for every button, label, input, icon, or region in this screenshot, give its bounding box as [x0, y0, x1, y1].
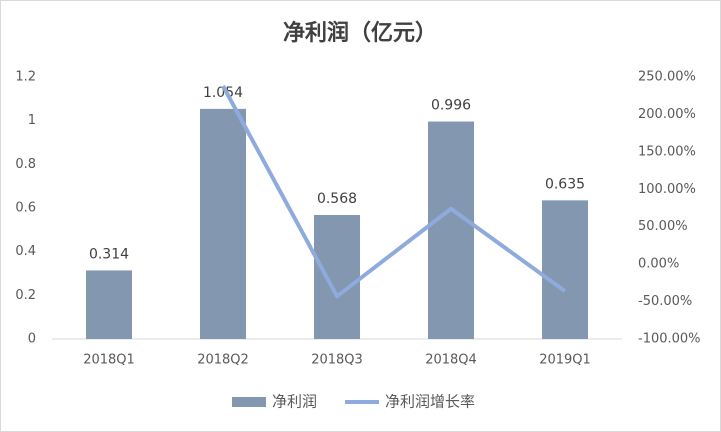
- x-tick-label: 2018Q2: [197, 353, 249, 368]
- y2-tick-label: 0.00%: [638, 257, 679, 272]
- y2-tick-label: -100.00%: [638, 332, 701, 347]
- value-label: 0.635: [545, 176, 585, 192]
- x-tick-label: 2019Q1: [539, 353, 591, 368]
- bar: [428, 121, 474, 339]
- chart-title: 净利润（亿元）: [283, 20, 437, 46]
- legend-label: 净利润: [272, 393, 317, 411]
- bar: [86, 270, 132, 339]
- y2-tick-label: 100.00%: [638, 182, 696, 197]
- x-tick-label: 2018Q1: [83, 353, 135, 368]
- y2-tick-label: 200.00%: [638, 107, 696, 122]
- y-tick-label: 1: [28, 113, 36, 128]
- value-label: 0.996: [431, 98, 471, 114]
- y-tick-label: 0.6: [15, 201, 36, 216]
- value-label: 0.568: [317, 191, 357, 207]
- bar: [542, 200, 588, 339]
- y-tick-label: 0.2: [15, 288, 36, 303]
- legend-label: 净利润增长率: [385, 393, 475, 411]
- y-tick-label: 0.8: [15, 157, 36, 172]
- x-tick-label: 2018Q3: [311, 353, 363, 368]
- y2-tick-label: 150.00%: [638, 144, 696, 159]
- value-label: 0.314: [89, 246, 129, 262]
- x-tick-label: 2018Q4: [425, 353, 477, 368]
- value-label: 1.054: [203, 85, 243, 101]
- y2-tick-label: 50.00%: [638, 219, 688, 234]
- y-tick-label: 1.2: [15, 70, 36, 85]
- y2-tick-label: -50.00%: [638, 294, 692, 309]
- line: [221, 85, 567, 299]
- y2-tick-label: 250.00%: [638, 70, 696, 85]
- bar: [314, 214, 360, 339]
- bar: [200, 108, 246, 339]
- y-tick-label: 0: [28, 332, 36, 347]
- y-tick-label: 0.4: [15, 244, 36, 259]
- legend-swatch: [232, 397, 266, 407]
